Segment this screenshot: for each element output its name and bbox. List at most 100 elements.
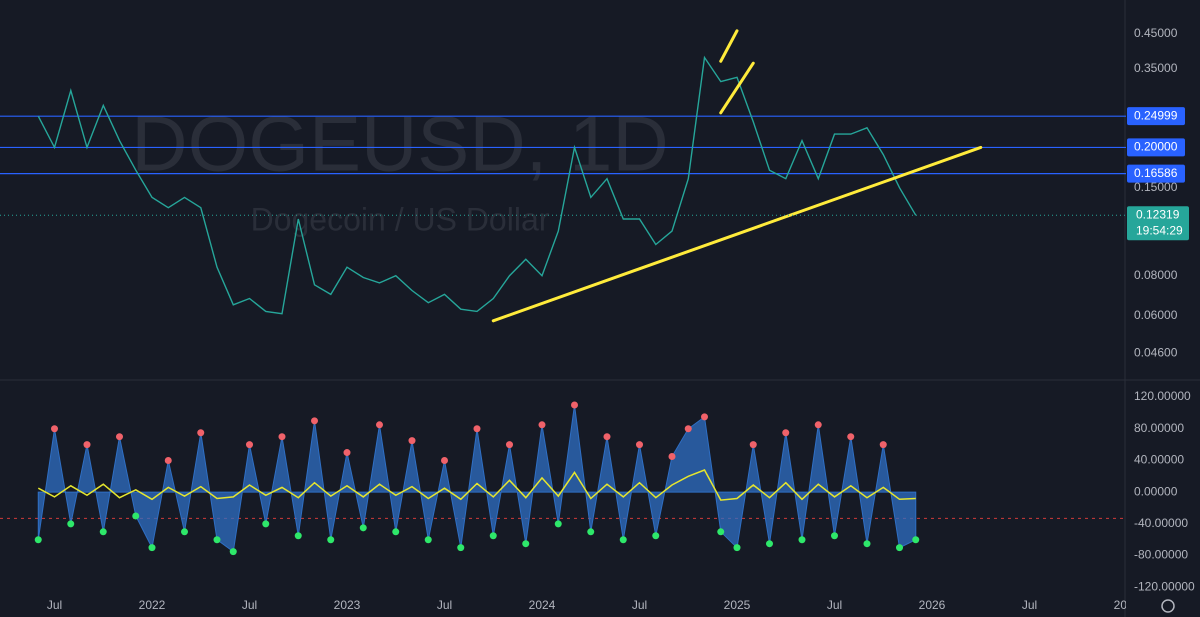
oscillator-area: [37, 404, 917, 553]
x-tick-label: 2025: [724, 598, 751, 612]
extreme-dot: [34, 536, 42, 544]
extreme-dot: [262, 520, 270, 528]
extreme-dot: [863, 540, 871, 548]
extreme-dot: [311, 417, 318, 425]
extreme-dot: [424, 536, 432, 544]
extreme-dot: [766, 540, 773, 548]
x-tick-label: Jul: [827, 598, 842, 612]
y-tick-label: 0.00000: [1134, 484, 1178, 498]
y-tick-label: -120.00000: [1134, 579, 1195, 593]
y-tick-label: 0.45000: [1134, 26, 1178, 40]
extreme-dot: [879, 441, 887, 449]
y-tick-label: 0.35000: [1134, 61, 1178, 75]
extreme-dot: [51, 425, 58, 433]
extreme-dot: [359, 524, 367, 532]
x-tick-label: 2024: [529, 598, 556, 612]
extreme-dot: [278, 433, 286, 441]
extreme-dot: [343, 449, 351, 457]
extreme-dot: [99, 528, 107, 536]
level-label: 0.16586: [1134, 166, 1178, 180]
last-price-label: 0.12319: [1136, 207, 1180, 221]
extreme-dot: [619, 536, 627, 544]
watermark-symbol: DOGEUSD, 1D: [131, 100, 668, 188]
extreme-dot: [116, 433, 123, 441]
extreme-dot: [814, 421, 822, 429]
extreme-dot: [798, 536, 806, 544]
y-tick-label: 0.04600: [1134, 345, 1178, 359]
extreme-dot: [164, 456, 172, 464]
level-label-box: [1127, 164, 1185, 183]
axes: 0.45000 0.35000 0.15000 0.08000 0.06000 0.046…: [1127, 26, 1195, 593]
x-tick-label: 2023: [334, 598, 361, 612]
extreme-dot: [506, 441, 513, 449]
extreme-dot: [441, 456, 448, 464]
extreme-dot: [473, 425, 481, 433]
y-tick-label: -40.00000: [1134, 516, 1188, 530]
extreme-dot: [392, 528, 400, 536]
level-label: 0.24999: [1134, 108, 1178, 122]
last-price-box: [1127, 206, 1189, 241]
level-label-box: [1127, 138, 1185, 157]
extreme-dot: [457, 544, 465, 552]
extreme-dot: [749, 441, 757, 449]
x-tick-label: 2022: [139, 598, 166, 612]
extreme-dot: [213, 536, 221, 544]
trendline: [719, 61, 755, 115]
extreme-dot: [376, 421, 383, 429]
extreme-dot: [67, 520, 75, 528]
x-tick-label: Jul: [437, 598, 452, 612]
settings-button[interactable]: [1161, 599, 1175, 613]
extreme-dot: [847, 433, 855, 441]
extreme-dot: [668, 453, 676, 461]
extreme-dot: [603, 433, 611, 441]
y-tick-label: -80.00000: [1134, 548, 1188, 562]
extreme-dot: [782, 429, 790, 437]
extreme-dot: [327, 536, 335, 544]
extreme-dot: [132, 512, 140, 520]
extreme-dot: [294, 532, 302, 540]
countdown-label: 19:54:29: [1136, 223, 1183, 237]
level-label-box: [1127, 107, 1185, 126]
extreme-dot: [554, 520, 562, 528]
extreme-dot: [733, 544, 741, 552]
x-tick-label: Jul: [47, 598, 62, 612]
y-tick-label: 0.08000: [1134, 268, 1178, 282]
extreme-dot: [896, 544, 903, 552]
extreme-dot: [717, 528, 725, 536]
y-tick-label: 80.00000: [1134, 421, 1184, 435]
extreme-dot: [246, 441, 253, 449]
extreme-dot: [684, 425, 692, 433]
trendline: [491, 145, 983, 323]
extreme-dot: [148, 544, 156, 552]
y-tick-label: 120.00000: [1134, 389, 1191, 403]
x-tick-label: 2027: [1114, 598, 1141, 612]
level-label: 0.20000: [1134, 140, 1178, 154]
extreme-dot: [538, 421, 546, 429]
extreme-dot: [181, 528, 188, 536]
x-tick-label: Jul: [1022, 598, 1037, 612]
extreme-dot: [522, 540, 530, 548]
extreme-dot: [83, 441, 91, 449]
extreme-dot: [701, 413, 708, 421]
price-line: [37, 55, 917, 315]
plot-area: Jul 2022 Jul 2023 Jul 2024 Jul 2025 Jul 2026 Jul 20…: [0, 29, 1141, 612]
trendline: [719, 29, 739, 63]
watermark-name: Dogecoin / US Dollar: [251, 201, 550, 237]
signal-line: [37, 469, 916, 501]
y-tick-label: 0.06000: [1134, 308, 1178, 322]
extreme-dot: [831, 532, 838, 540]
extreme-dot: [197, 429, 205, 437]
extreme-dot: [489, 532, 497, 540]
extreme-dot: [912, 536, 920, 544]
y-tick-label: 0.15000: [1134, 180, 1178, 194]
extreme-dot: [408, 437, 416, 445]
extreme-dot: [229, 548, 237, 556]
y-tick-label: 40.00000: [1134, 453, 1184, 467]
x-tick-label: Jul: [632, 598, 647, 612]
extreme-dot: [587, 528, 595, 536]
extreme-dot: [652, 532, 660, 540]
extreme-dot: [636, 441, 643, 449]
